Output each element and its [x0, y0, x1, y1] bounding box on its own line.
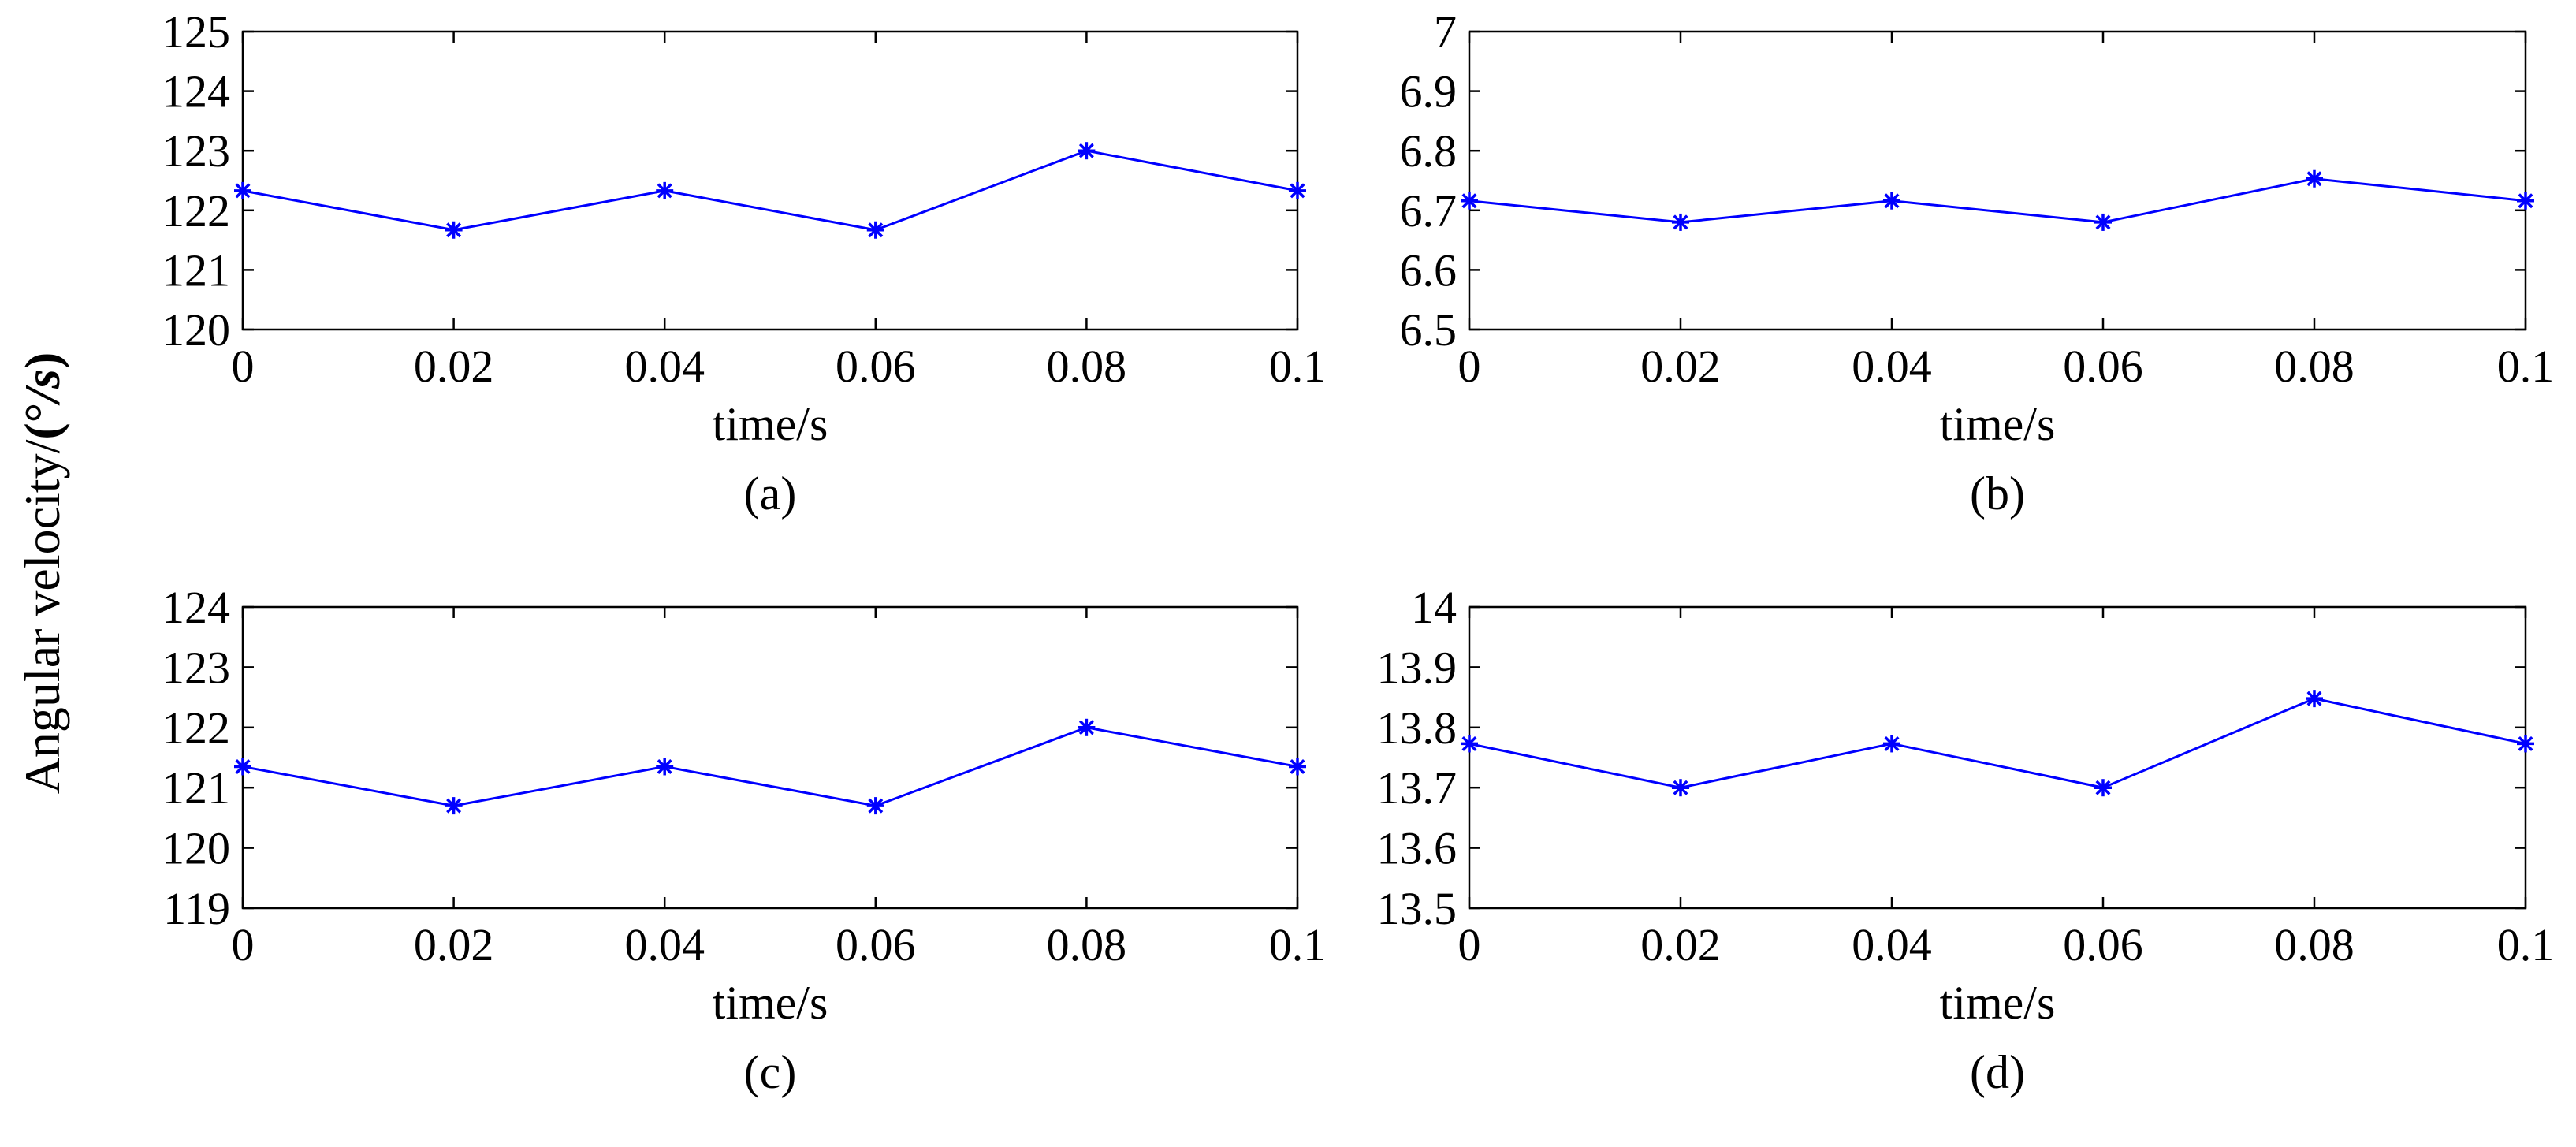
x-tick-label: 0.08	[2274, 919, 2355, 970]
x-tick-label: 0.06	[836, 919, 916, 970]
y-tick-label: 7	[1434, 6, 1457, 58]
axes-box-d	[1468, 605, 2527, 910]
axes-box-a	[241, 30, 1299, 331]
y-axis-label-degree: °	[14, 403, 70, 423]
data-point	[2517, 735, 2534, 753]
y-tick-label: 123	[162, 642, 230, 693]
data-point	[1078, 718, 1096, 736]
data-point	[656, 181, 674, 199]
y-tick-label: 13.7	[1377, 762, 1457, 814]
x-axis-label: time/s	[1940, 398, 2056, 450]
data-point	[2094, 779, 2112, 797]
x-tick-label: 0.02	[1640, 341, 1721, 392]
y-tick-label: 13.8	[1377, 702, 1457, 754]
x-axis-label: time/s	[1940, 977, 2056, 1029]
data-point	[2517, 192, 2534, 210]
y-tick-label: 6.5	[1400, 304, 1457, 356]
x-tick-label: 0.02	[1640, 919, 1721, 970]
y-tick-label: 13.6	[1377, 823, 1457, 874]
panel-c: 0 0.02 0.04 0.06 0.08 0.1 119 120 121 122 123 124 ti…	[162, 582, 1326, 1098]
y-tick-label: 119	[163, 883, 230, 934]
data-point	[234, 181, 251, 199]
y-tick-label: 125	[162, 6, 230, 58]
x-tick-label: 0	[1458, 341, 1481, 392]
y-tick-label: 121	[162, 762, 230, 814]
y-tick-label: 120	[162, 823, 230, 874]
y-tick-label: 13.5	[1377, 883, 1457, 934]
x-tick-label: 0.02	[414, 919, 494, 970]
y-tick-label: 6.6	[1400, 244, 1457, 296]
data-point	[1461, 735, 1478, 753]
data-point	[866, 221, 884, 239]
x-tick-label: 0.04	[624, 919, 705, 970]
data-point	[1672, 779, 1689, 797]
panel-d: 0 0.02 0.04 0.06 0.08 0.1 13.5 13.6 13.7 13.8 13.9…	[1377, 582, 2555, 1098]
panel-caption: (b)	[1970, 467, 2025, 520]
y-tick-label: 122	[162, 702, 230, 754]
y-tick-label: 122	[162, 185, 230, 236]
y-tick-label: 121	[162, 244, 230, 296]
y-axis-label-main: Angular velocity/	[14, 439, 70, 794]
data-point	[2306, 690, 2323, 708]
y-axis-label-close-paren: )	[14, 352, 70, 369]
y-tick-label: 6.9	[1400, 66, 1457, 117]
x-tick-label: 0.08	[1047, 919, 1127, 970]
data-point	[445, 797, 463, 815]
y-tick-label: 6.7	[1400, 185, 1457, 236]
data-point	[1672, 213, 1689, 231]
panel-caption: (c)	[744, 1046, 797, 1098]
x-axis-label: time/s	[713, 398, 828, 450]
panel-caption: (a)	[744, 467, 797, 520]
x-tick-label: 0.06	[2063, 919, 2143, 970]
data-point	[234, 758, 251, 776]
x-tick-label: 0.08	[1047, 341, 1127, 392]
x-tick-label: 0.1	[2497, 341, 2555, 392]
y-tick-label: 14	[1411, 582, 1457, 633]
y-tick-label: 6.8	[1400, 125, 1457, 177]
panel-caption: (d)	[1970, 1046, 2025, 1098]
axes-box-c	[241, 605, 1299, 910]
x-axis-label: time/s	[713, 977, 828, 1029]
y-axis-label-s: s	[14, 369, 70, 389]
series-line-a	[242, 149, 1298, 232]
data-point	[2306, 169, 2323, 188]
y-tick-label: 123	[162, 125, 230, 177]
x-tick-label: 0.1	[2497, 919, 2555, 970]
panel-a: 0 0.02 0.04 0.06 0.08 0.1 120 121 122 123 124 125 ti…	[162, 6, 1326, 520]
x-tick-label: 0	[1458, 919, 1481, 970]
data-point	[866, 797, 884, 815]
y-tick-label: 120	[162, 304, 230, 356]
y-tick-label: 124	[162, 582, 230, 633]
x-tick-label: 0.02	[414, 341, 494, 392]
x-tick-label: 0.06	[836, 341, 916, 392]
x-tick-label: 0.04	[624, 341, 705, 392]
data-point	[445, 221, 463, 239]
data-point	[1078, 142, 1096, 160]
x-tick-label: 0.04	[1852, 919, 1932, 970]
data-point	[1289, 758, 1306, 776]
data-point	[1289, 181, 1306, 199]
x-tick-label: 0.04	[1852, 341, 1932, 392]
data-point	[1883, 735, 1900, 753]
series-line-c	[242, 726, 1298, 807]
x-tick-label: 0.08	[2274, 341, 2355, 392]
panel-b: 0 0.02 0.04 0.06 0.08 0.1 6.5 6.6 6.7 6.8 6.9 7 time…	[1400, 6, 2555, 520]
data-point	[2094, 213, 2112, 231]
x-tick-label: 0.06	[2063, 341, 2143, 392]
y-axis-label: Angular velocity/(°/s)	[14, 352, 70, 795]
x-tick-label: 0.1	[1269, 919, 1327, 970]
x-tick-label: 0.1	[1269, 341, 1327, 392]
series-line-d	[1469, 697, 2526, 789]
axes-box-b	[1468, 30, 2527, 331]
y-axis-label-open-paren: (	[14, 423, 70, 439]
y-tick-label: 13.9	[1377, 642, 1457, 693]
series-line-b	[1469, 177, 2526, 224]
data-point	[1461, 192, 1478, 210]
data-point	[656, 758, 674, 776]
y-tick-label: 124	[162, 66, 230, 117]
data-point	[1883, 192, 1900, 210]
x-tick-label: 0	[232, 341, 255, 392]
x-tick-label: 0	[232, 919, 255, 970]
